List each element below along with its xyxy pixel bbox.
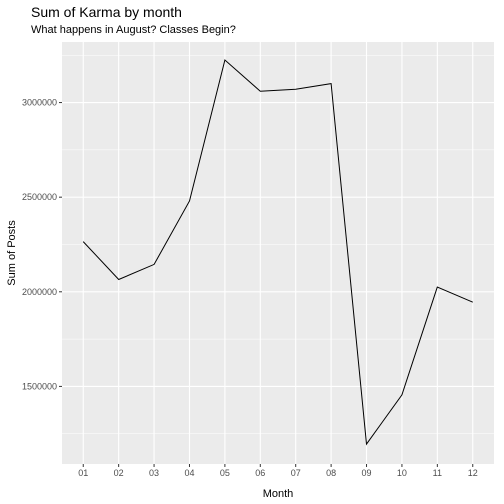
series-line	[82, 59, 473, 446]
x-tick-label: 10	[397, 468, 407, 478]
y-tick-label: 2000000	[22, 287, 57, 297]
x-tick-label: 09	[362, 468, 372, 478]
chart-title: Sum of Karma by month	[31, 4, 182, 20]
x-tick-label: 01	[78, 468, 88, 478]
y-tick-label: 3000000	[22, 98, 57, 108]
x-axis-ticks: 01 02 03 04 05 06 07 08 09 10 11 12	[78, 464, 478, 478]
x-axis-title: Month	[263, 488, 294, 500]
x-tick-label: 11	[433, 468, 442, 478]
x-tick-label: 05	[220, 468, 230, 478]
x-tick-label: 02	[114, 468, 124, 478]
y-axis-title: Sum of Posts	[6, 220, 18, 286]
x-tick-label: 04	[184, 468, 194, 478]
y-tick-label: 2500000	[22, 192, 57, 202]
x-tick-label: 08	[326, 468, 336, 478]
major-gridlines	[62, 42, 494, 464]
y-tick-label: 1500000	[22, 381, 57, 391]
y-axis-ticks: 1500000 2000000 2500000 3000000	[22, 98, 62, 391]
x-tick-label: 07	[291, 468, 301, 478]
x-tick-label: 06	[255, 468, 265, 478]
x-tick-label: 12	[468, 468, 478, 478]
x-tick-label: 03	[149, 468, 159, 478]
plot-panel	[62, 42, 494, 464]
chart-subtitle: What happens in August? Classes Begin?	[31, 24, 236, 36]
minor-gridlines	[62, 54, 494, 434]
